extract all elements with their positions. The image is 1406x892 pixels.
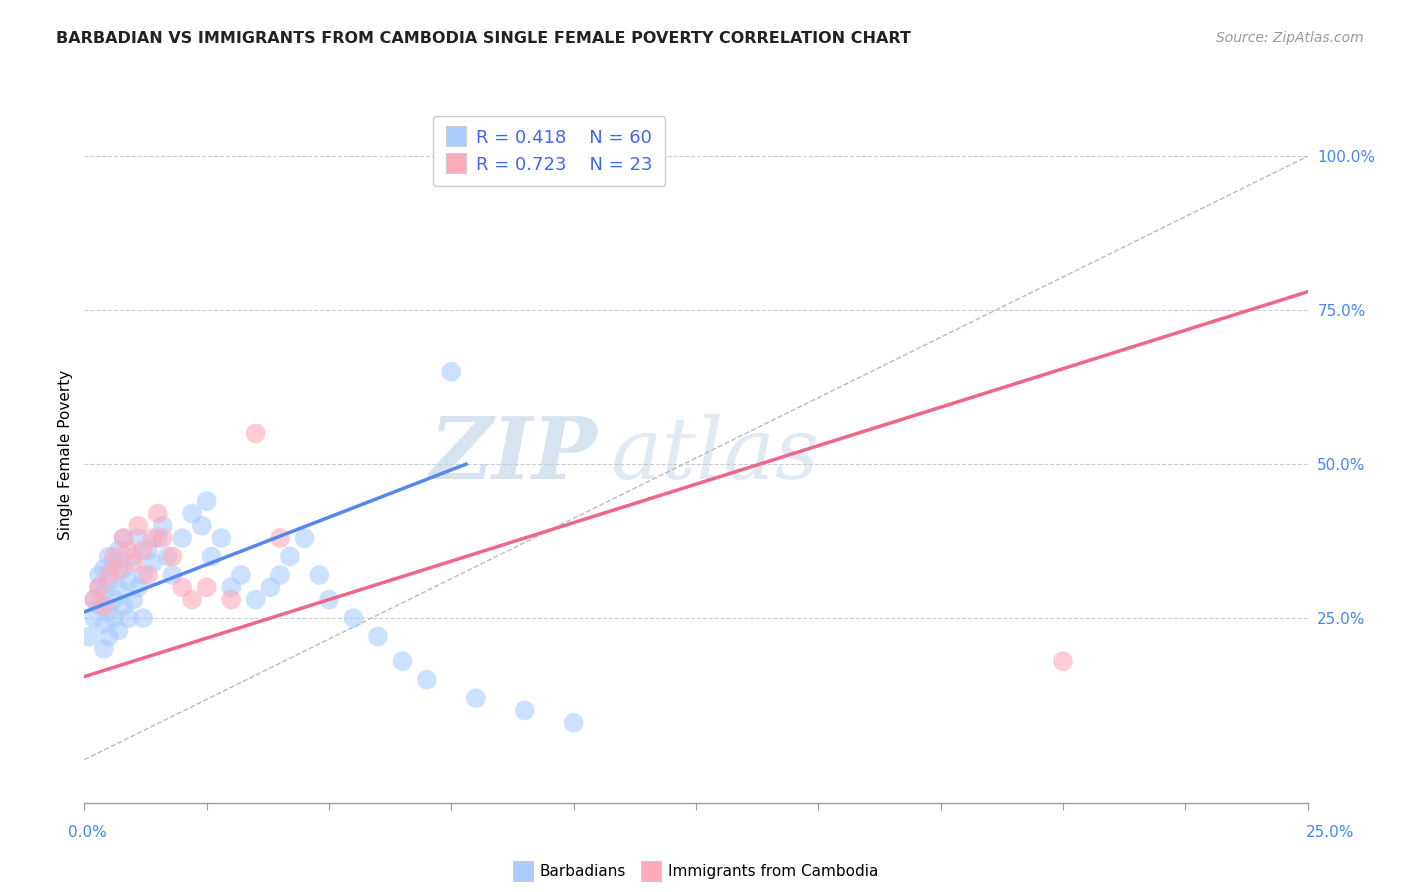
Point — [162, 549, 184, 564]
Point — [127, 531, 149, 545]
Point — [172, 531, 194, 545]
Text: ZIP: ZIP — [430, 413, 598, 497]
Point — [107, 624, 129, 638]
Point — [112, 599, 135, 613]
Point — [391, 654, 413, 668]
Point — [142, 531, 165, 545]
Point — [229, 568, 252, 582]
Text: 25.0%: 25.0% — [1306, 825, 1354, 840]
Point — [117, 611, 139, 625]
Point — [464, 691, 486, 706]
Point — [308, 568, 330, 582]
Point — [103, 611, 125, 625]
Point — [294, 531, 316, 545]
Point — [93, 586, 115, 600]
Point — [200, 549, 222, 564]
Point — [416, 673, 439, 687]
Point — [132, 611, 155, 625]
Point — [269, 531, 291, 545]
Point — [127, 580, 149, 594]
Point — [219, 592, 242, 607]
Point — [127, 518, 149, 533]
Legend: Barbadians, Immigrants from Cambodia: Barbadians, Immigrants from Cambodia — [508, 858, 884, 886]
Point — [342, 611, 364, 625]
Text: 0.0%: 0.0% — [67, 825, 107, 840]
Point — [195, 494, 218, 508]
Point — [112, 531, 135, 545]
Point — [142, 556, 165, 570]
Point — [117, 574, 139, 589]
Point — [97, 605, 120, 619]
Point — [77, 630, 100, 644]
Point — [103, 556, 125, 570]
Point — [1052, 654, 1074, 668]
Text: Source: ZipAtlas.com: Source: ZipAtlas.com — [1216, 31, 1364, 45]
Text: atlas: atlas — [610, 414, 820, 496]
Point — [87, 580, 110, 594]
Point — [136, 568, 159, 582]
Point — [97, 568, 120, 582]
Point — [97, 549, 120, 564]
Point — [93, 617, 115, 632]
Point — [146, 531, 169, 545]
Y-axis label: Single Female Poverty: Single Female Poverty — [58, 370, 73, 540]
Point — [562, 715, 585, 730]
Point — [318, 592, 340, 607]
Point — [191, 518, 214, 533]
Point — [136, 543, 159, 558]
Point — [132, 543, 155, 558]
Point — [103, 549, 125, 564]
Point — [146, 507, 169, 521]
Point — [107, 580, 129, 594]
Point — [269, 568, 291, 582]
Point — [83, 592, 105, 607]
Point — [112, 531, 135, 545]
Point — [259, 580, 281, 594]
Point — [172, 580, 194, 594]
Point — [87, 568, 110, 582]
Text: BARBADIAN VS IMMIGRANTS FROM CAMBODIA SINGLE FEMALE POVERTY CORRELATION CHART: BARBADIAN VS IMMIGRANTS FROM CAMBODIA SI… — [56, 31, 911, 46]
Point — [97, 574, 120, 589]
Point — [93, 599, 115, 613]
Point — [152, 531, 174, 545]
Point — [107, 543, 129, 558]
Point — [181, 592, 204, 607]
Point — [93, 641, 115, 656]
Point — [367, 630, 389, 644]
Point — [162, 568, 184, 582]
Point — [83, 592, 105, 607]
Point — [132, 568, 155, 582]
Point — [219, 580, 242, 594]
Point — [93, 562, 115, 576]
Point — [103, 592, 125, 607]
Point — [156, 549, 179, 564]
Point — [122, 592, 145, 607]
Point — [107, 562, 129, 576]
Point — [122, 549, 145, 564]
Point — [83, 611, 105, 625]
Point — [97, 630, 120, 644]
Point — [87, 580, 110, 594]
Point — [245, 592, 267, 607]
Point — [181, 507, 204, 521]
Point — [112, 562, 135, 576]
Point — [87, 599, 110, 613]
Point — [245, 426, 267, 441]
Point — [513, 703, 536, 717]
Point — [117, 543, 139, 558]
Point — [440, 365, 463, 379]
Point — [152, 518, 174, 533]
Point — [122, 556, 145, 570]
Point — [195, 580, 218, 594]
Point — [278, 549, 301, 564]
Point — [209, 531, 232, 545]
